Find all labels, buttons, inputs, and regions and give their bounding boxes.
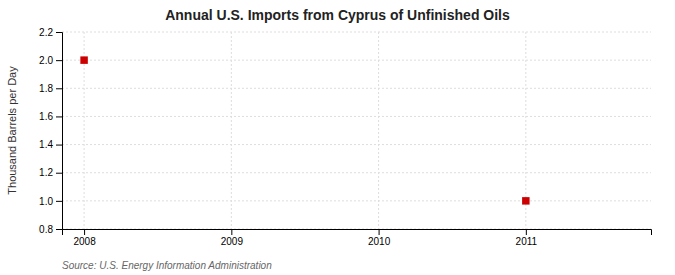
chart: 2008 2009 2010 2011 0.8 1.0 1.2 1.4 1.6 1.8 2.0 2.2… bbox=[0, 0, 675, 275]
grid bbox=[62, 32, 651, 229]
tick-mark bbox=[231, 229, 232, 235]
tick-mark bbox=[526, 229, 527, 235]
tick-label: 1.2 bbox=[39, 167, 53, 178]
tick: 1.6 bbox=[39, 111, 62, 122]
tick-label: 2008 bbox=[73, 236, 96, 247]
tick-label: 1.6 bbox=[39, 111, 53, 122]
tick-label: 1.0 bbox=[39, 196, 53, 207]
grid-line-y bbox=[62, 200, 651, 201]
grid-line-x bbox=[231, 32, 232, 229]
tick-label: 2.0 bbox=[39, 55, 53, 66]
tick: 1.2 bbox=[39, 167, 62, 178]
y-axis: 0.8 1.0 1.2 1.4 1.6 1.8 2.0 2.2 bbox=[39, 27, 62, 235]
tick: 1.8 bbox=[39, 83, 62, 94]
tick: 2009 bbox=[221, 229, 244, 247]
grid-line-y bbox=[62, 172, 651, 173]
tick-label: 2011 bbox=[516, 236, 538, 247]
tick-mark bbox=[56, 173, 62, 174]
tick-mark bbox=[56, 88, 62, 89]
tick: 2.2 bbox=[39, 27, 62, 38]
tick-label: 2010 bbox=[368, 236, 391, 247]
y-axis-label: Thousand Barrels per Day bbox=[6, 66, 18, 195]
tick-mark bbox=[56, 32, 62, 33]
tick: 1.4 bbox=[39, 139, 62, 150]
source: Source: U.S. Energy Information Administ… bbox=[62, 260, 272, 271]
tick-label: 0.8 bbox=[39, 224, 53, 235]
tick: 2011 bbox=[516, 229, 538, 247]
tick-mark bbox=[56, 116, 62, 117]
tick-label: 1.4 bbox=[39, 139, 53, 150]
grid-line-y bbox=[62, 32, 651, 33]
grid-line-y bbox=[62, 144, 651, 145]
point bbox=[522, 197, 529, 204]
grid-line-x bbox=[378, 32, 379, 229]
axis-line bbox=[56, 33, 63, 230]
grid-line-y bbox=[62, 116, 651, 117]
tick-mark bbox=[56, 145, 62, 146]
tick: 2010 bbox=[368, 229, 391, 247]
tick: 1.0 bbox=[39, 196, 62, 207]
title: Annual U.S. Imports from Cyprus of Unfin… bbox=[165, 7, 510, 23]
grid-line-y bbox=[62, 60, 651, 61]
tick-mark bbox=[379, 229, 380, 235]
plot-area: 2008 2009 2010 2011 0.8 1.0 1.2 1.4 1.6 1.8 2.0 2.2 bbox=[39, 27, 651, 247]
axis-line bbox=[63, 230, 652, 236]
tick: 0.8 bbox=[39, 224, 62, 235]
tick-mark bbox=[56, 201, 62, 202]
tick-mark bbox=[56, 229, 62, 230]
tick-label: 1.8 bbox=[39, 83, 53, 94]
tick-label: 2009 bbox=[221, 236, 244, 247]
x-axis: 2008 2009 2010 2011 bbox=[63, 229, 652, 247]
point bbox=[80, 56, 87, 63]
tick-label: 2.2 bbox=[39, 27, 53, 38]
tick-mark bbox=[56, 60, 62, 61]
points bbox=[80, 56, 529, 204]
tick: 2.0 bbox=[39, 55, 62, 66]
tick: 2008 bbox=[73, 229, 96, 247]
tick-mark bbox=[84, 229, 85, 235]
grid-line-y bbox=[62, 88, 651, 89]
